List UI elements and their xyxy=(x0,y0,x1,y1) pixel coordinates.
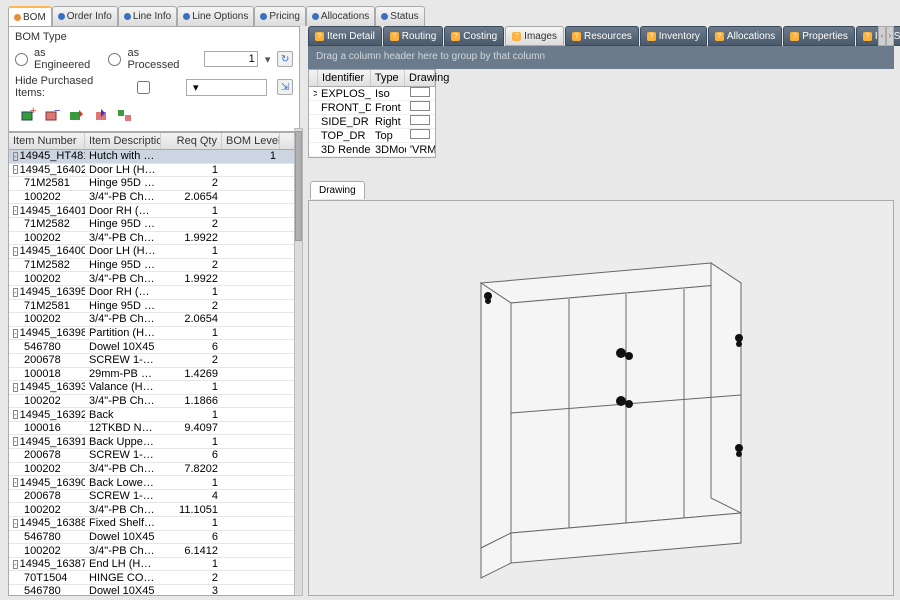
filter-dropdown[interactable]: ▾ xyxy=(186,79,267,96)
right-tab-allocations[interactable]: ?Allocations xyxy=(708,26,782,46)
drawing-canvas-wrap: Drawing xyxy=(308,200,894,596)
bom-row[interactable]: -14945_16402Door LH (Hutch)1 xyxy=(9,164,299,178)
toolbar-icon-4[interactable] xyxy=(93,107,109,123)
bom-row[interactable]: 71M2581Hinge 95D Inset2 xyxy=(9,177,299,191)
bom-row[interactable]: 1002023/4"-PB Cherry Med6.1412 xyxy=(9,544,299,558)
bom-row[interactable]: 1002023/4"-PB Cherry Med2.0654 xyxy=(9,191,299,205)
bom-grid: Item Number Item Description Req Qty BOM… xyxy=(8,132,300,596)
right-tab-resources[interactable]: ?Resources xyxy=(565,26,639,46)
col-qty[interactable]: Req Qty xyxy=(161,133,222,149)
col-desc[interactable]: Item Description xyxy=(85,133,161,149)
bom-row[interactable]: -14945_16387End LH (Hutch)1 xyxy=(9,558,299,572)
group-by-bar[interactable]: Drag a column header here to group by th… xyxy=(308,46,894,69)
sg-col-drawing[interactable]: Drawing xyxy=(405,70,435,86)
qty-input[interactable] xyxy=(204,51,258,67)
drawings-grid: Identifier Type Drawing >EXPLOS_DRIsoFRO… xyxy=(308,69,436,158)
bom-row[interactable]: 1002023/4"-PB Cherry Med11.1051 xyxy=(9,503,299,517)
hide-purchased-checkbox[interactable] xyxy=(137,81,150,94)
sg-col-type[interactable]: Type xyxy=(371,70,405,86)
left-tab-status[interactable]: Status xyxy=(375,6,424,26)
bom-row[interactable]: -14945_16398Partition (Hutch)1 xyxy=(9,327,299,341)
toolbar-icon-1[interactable]: + xyxy=(21,107,37,123)
drawing-row[interactable]: TOP_DRTop xyxy=(309,129,435,143)
bom-row[interactable]: 200678SCREW 1-1/4 NO. 82 xyxy=(9,354,299,368)
bom-row[interactable]: 71M2582Hinge 95D FO Door2 xyxy=(9,218,299,232)
radio-processed-label: as Processed xyxy=(127,47,191,71)
bom-row[interactable]: -14945_16395Door RH (Hutch)1 xyxy=(9,286,299,300)
export-icon[interactable]: ⇲ xyxy=(277,79,293,95)
radio-processed[interactable] xyxy=(108,53,121,66)
bom-row[interactable]: 71M2582Hinge 95D FO Door2 xyxy=(9,259,299,273)
left-tab-pricing[interactable]: Pricing xyxy=(254,6,306,26)
toolbar-icon-2[interactable]: − xyxy=(45,107,61,123)
bom-grid-header: Item Number Item Description Req Qty BOM… xyxy=(9,133,299,150)
tab-scroll-arrows: ‹› xyxy=(878,26,894,46)
left-tab-bom[interactable]: BOM xyxy=(8,6,52,26)
bom-row[interactable]: 546780Dowel 10X456 xyxy=(9,531,299,545)
right-tab-item-detail[interactable]: ?Item Detail xyxy=(308,26,382,46)
drawing-row[interactable]: 3D Rendered3DModel'VRML' Fil xyxy=(309,143,435,157)
drawing-tab[interactable]: Drawing xyxy=(310,181,365,199)
bom-row[interactable]: 546780Dowel 10X456 xyxy=(9,340,299,354)
bom-row[interactable]: 200678SCREW 1-1/4 NO. 86 xyxy=(9,449,299,463)
hide-purchased-label: Hide Purchased Items: xyxy=(15,75,125,99)
sg-col-id[interactable]: Identifier xyxy=(318,70,371,86)
toolbar-icon-5[interactable] xyxy=(117,107,133,123)
svg-text:−: − xyxy=(54,107,60,117)
bom-row[interactable]: -14945_16388Fixed Shelf (Hutch)1 xyxy=(9,517,299,531)
bom-row[interactable]: -14945_HT4815Hutch with 4 Doors1 xyxy=(9,150,299,164)
left-tab-strip: BOMOrder InfoLine InfoLine OptionsPricin… xyxy=(8,6,300,26)
drawing-row[interactable]: FRONT_DRFront xyxy=(309,101,435,115)
left-tab-allocations[interactable]: Allocations xyxy=(306,6,375,26)
drawing-row[interactable]: SIDE_DRRight xyxy=(309,115,435,129)
col-lvl[interactable]: BOM Level xyxy=(222,133,280,149)
right-tab-strip: ?Item Detail?Routing?Costing?Images?Reso… xyxy=(308,26,894,46)
drawing-row[interactable]: >EXPLOS_DRIso xyxy=(309,87,435,101)
bom-row[interactable]: 71M2581Hinge 95D Inset2 xyxy=(9,300,299,314)
bom-type-label: BOM Type xyxy=(15,31,67,43)
drawing-canvas[interactable] xyxy=(311,203,891,593)
bom-row[interactable]: 1002023/4"-PB Cherry Med2.0654 xyxy=(9,313,299,327)
right-tab-routing[interactable]: ?Routing xyxy=(383,26,443,46)
bom-row[interactable]: -14945_16400Door LH (Hutch)1 xyxy=(9,245,299,259)
left-tab-line-options[interactable]: Line Options xyxy=(177,6,254,26)
left-tab-line-info[interactable]: Line Info xyxy=(118,6,177,26)
bom-row[interactable]: -14945_16390Back Lower (Hutch)1 xyxy=(9,476,299,490)
bom-row[interactable]: -14945_16393Valance (Hutch)1 xyxy=(9,381,299,395)
left-scrollbar[interactable] xyxy=(294,128,303,596)
bom-row[interactable]: 1002023/4"-PB Cherry Med1.9922 xyxy=(9,272,299,286)
right-tab-properties[interactable]: ?Properties xyxy=(783,26,855,46)
bom-row[interactable]: 1002023/4"-PB Cherry Med7.8202 xyxy=(9,463,299,477)
col-item[interactable]: Item Number xyxy=(9,133,85,149)
bom-row[interactable]: -14945_16401Door RH (Hutch)1 xyxy=(9,204,299,218)
bom-row[interactable]: 1002023/4"-PB Cherry Med1.1866 xyxy=(9,395,299,409)
right-tab-inventory[interactable]: ?Inventory xyxy=(640,26,707,46)
svg-text:+: + xyxy=(30,107,36,117)
bom-row[interactable]: 546780Dowel 10X453 xyxy=(9,585,299,596)
bom-row[interactable]: 200678SCREW 1-1/4 NO. 84 xyxy=(9,490,299,504)
bom-row[interactable]: 70T1504HINGE COVER CAP2 xyxy=(9,571,299,585)
radio-engineered[interactable] xyxy=(15,53,28,66)
toolbar-icon-3[interactable] xyxy=(69,107,85,123)
bom-row[interactable]: 10001829mm-PB Cherry-Ch1.4269 xyxy=(9,368,299,382)
refresh-icon[interactable]: ↻ xyxy=(277,51,293,67)
bom-row[interactable]: 10001612TKBD No Surface9.4097 xyxy=(9,422,299,436)
right-tab-costing[interactable]: ?Costing xyxy=(444,26,504,46)
bom-row[interactable]: -14945_16392Back1 xyxy=(9,408,299,422)
right-tab-images[interactable]: ?Images xyxy=(505,26,564,46)
bom-row[interactable]: -14945_16391Back Upper (Hutch)1 xyxy=(9,435,299,449)
left-tab-order-info[interactable]: Order Info xyxy=(52,6,118,26)
bom-row[interactable]: 1002023/4"-PB Cherry Med1.9922 xyxy=(9,232,299,246)
radio-engineered-label: as Engineered xyxy=(34,47,102,71)
